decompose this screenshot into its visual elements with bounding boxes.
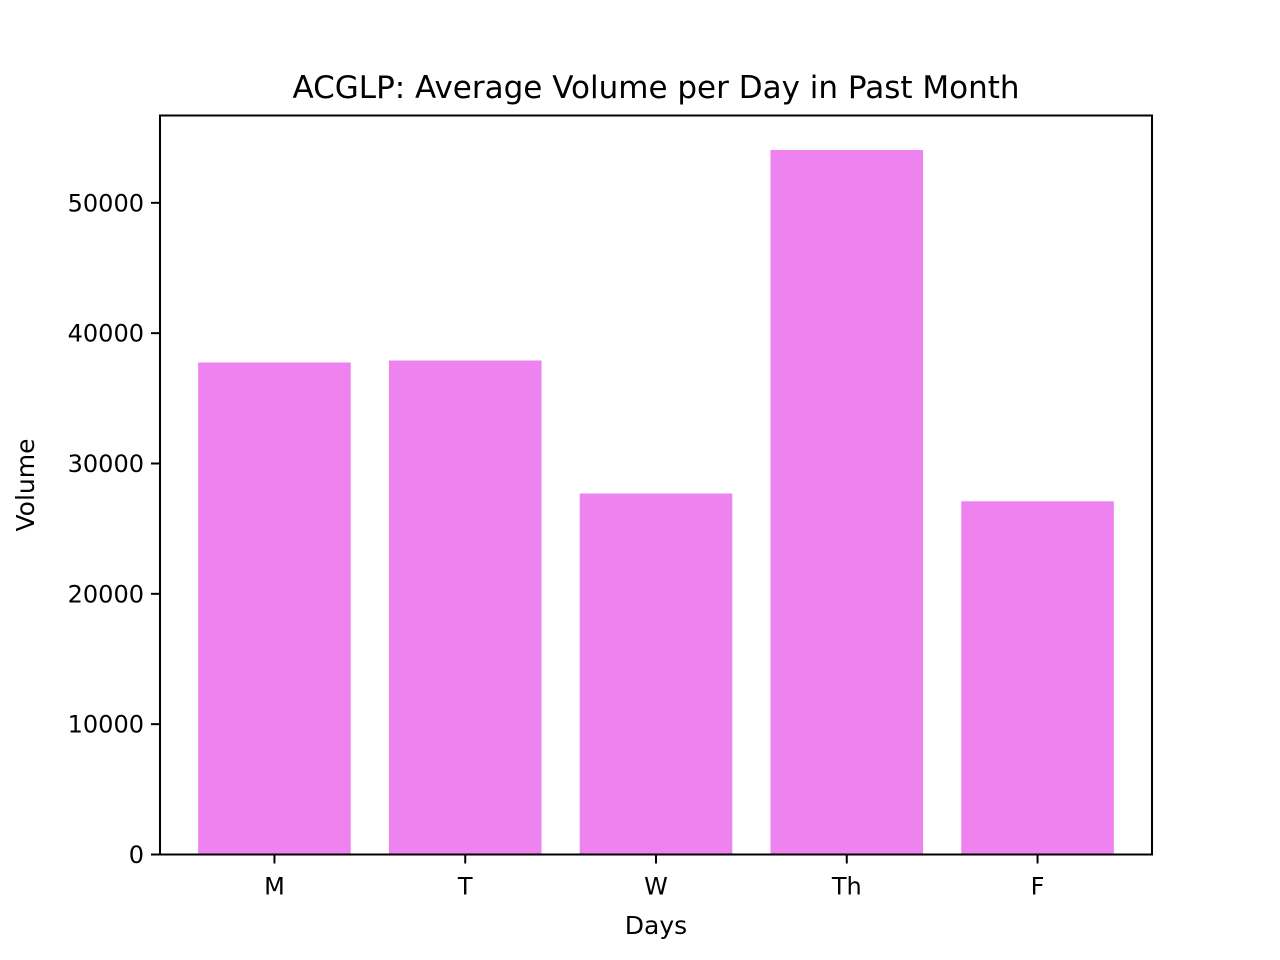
bar-f <box>961 501 1114 855</box>
y-tick-label: 30000 <box>68 450 144 478</box>
y-tick-label: 40000 <box>68 320 144 348</box>
bar-m <box>198 362 351 855</box>
x-tick-label: Th <box>831 873 862 901</box>
y-tick-label: 10000 <box>68 711 144 739</box>
bar-t <box>388 360 542 855</box>
bars-group <box>198 150 1114 855</box>
x-tick-label: M <box>264 873 285 901</box>
y-tick-label: 0 <box>129 841 144 869</box>
y-tick-label: 50000 <box>68 189 144 217</box>
chart-title: ACGLP: Average Volume per Day in Past Mo… <box>292 70 1019 106</box>
y-tick-label: 20000 <box>68 580 144 608</box>
y-axis-ticks: 0 10000 20000 30000 40000 50000 <box>68 189 160 869</box>
bar-th <box>770 150 924 855</box>
x-tick-label: F <box>1031 873 1045 901</box>
y-axis-label: Volume <box>11 439 40 532</box>
x-tick-label: T <box>457 873 473 901</box>
x-axis-ticks: M T W Th F <box>264 854 1045 901</box>
x-axis-label: Days <box>625 911 687 940</box>
x-tick-label: W <box>644 873 668 901</box>
bar-w <box>579 493 733 855</box>
